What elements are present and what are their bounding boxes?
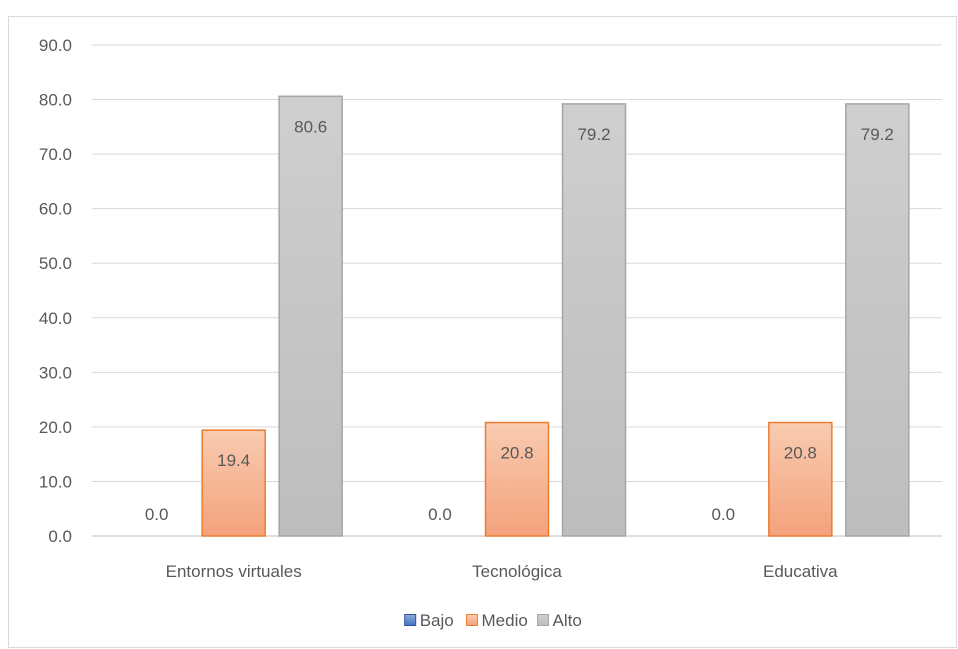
legend-item-medio: Medio (466, 611, 528, 630)
y-tick-label: 60.0 (39, 200, 72, 219)
bar-medio-entornos-virtuales (201, 429, 266, 537)
legend: Bajo Medio Alto (404, 611, 582, 630)
data-label-bajo-educativa: 0.0 (712, 505, 736, 524)
legend-swatch (466, 614, 478, 626)
y-tick-label: 70.0 (39, 145, 72, 164)
y-tick-label: 90.0 (39, 36, 72, 55)
legend-item-bajo: Bajo (404, 611, 454, 630)
legend-swatch (404, 614, 417, 626)
legend-item-alto: Alto (537, 611, 582, 630)
y-tick-label: 0.0 (48, 527, 72, 546)
y-axis-ticks: 0.0 10.0 20.0 30.0 40.0 50.0 60.0 70.0 80.0 90.0 (39, 36, 72, 546)
bar-alto-entornos-virtuales (278, 95, 343, 537)
data-label-alto-tecnologica: 79.2 (577, 125, 610, 144)
bar-alto-tecnologica (561, 103, 627, 537)
legend-label: Bajo (420, 611, 454, 630)
data-label-bajo-entornos-virtuales: 0.0 (145, 505, 169, 524)
bar-medio-tecnologica (484, 421, 550, 537)
data-label-alto-educativa: 79.2 (861, 125, 894, 144)
bars (201, 95, 910, 537)
x-axis-categories: Entornos virtuales Tecnológica Educativa (166, 562, 839, 581)
legend-swatch (537, 614, 549, 626)
x-category-label: Entornos virtuales (166, 562, 302, 581)
y-tick-label: 40.0 (39, 309, 72, 328)
chart-frame (8, 16, 957, 648)
data-label-medio-entornos-virtuales: 19.4 (217, 451, 250, 470)
bar-alto-educativa (845, 103, 910, 537)
y-tick-label: 10.0 (39, 472, 72, 491)
legend-label: Medio (482, 611, 528, 630)
legend-label: Alto (553, 611, 582, 630)
x-category-label: Educativa (763, 562, 838, 581)
y-tick-label: 30.0 (39, 363, 72, 382)
data-label-medio-tecnologica: 20.8 (500, 444, 533, 463)
data-label-bajo-tecnologica: 0.0 (428, 505, 452, 524)
data-label-alto-entornos-virtuales: 80.6 (294, 117, 327, 136)
bar-medio-educativa (768, 421, 833, 537)
data-label-medio-educativa: 20.8 (784, 444, 817, 463)
y-tick-label: 80.0 (39, 91, 72, 110)
y-tick-label: 50.0 (39, 254, 72, 273)
x-category-label: Tecnológica (472, 562, 562, 581)
y-tick-label: 20.0 (39, 418, 72, 437)
data-labels: 0.0 19.4 80.6 0.0 20.8 79.2 0.0 20.8 79.2 (145, 117, 894, 524)
